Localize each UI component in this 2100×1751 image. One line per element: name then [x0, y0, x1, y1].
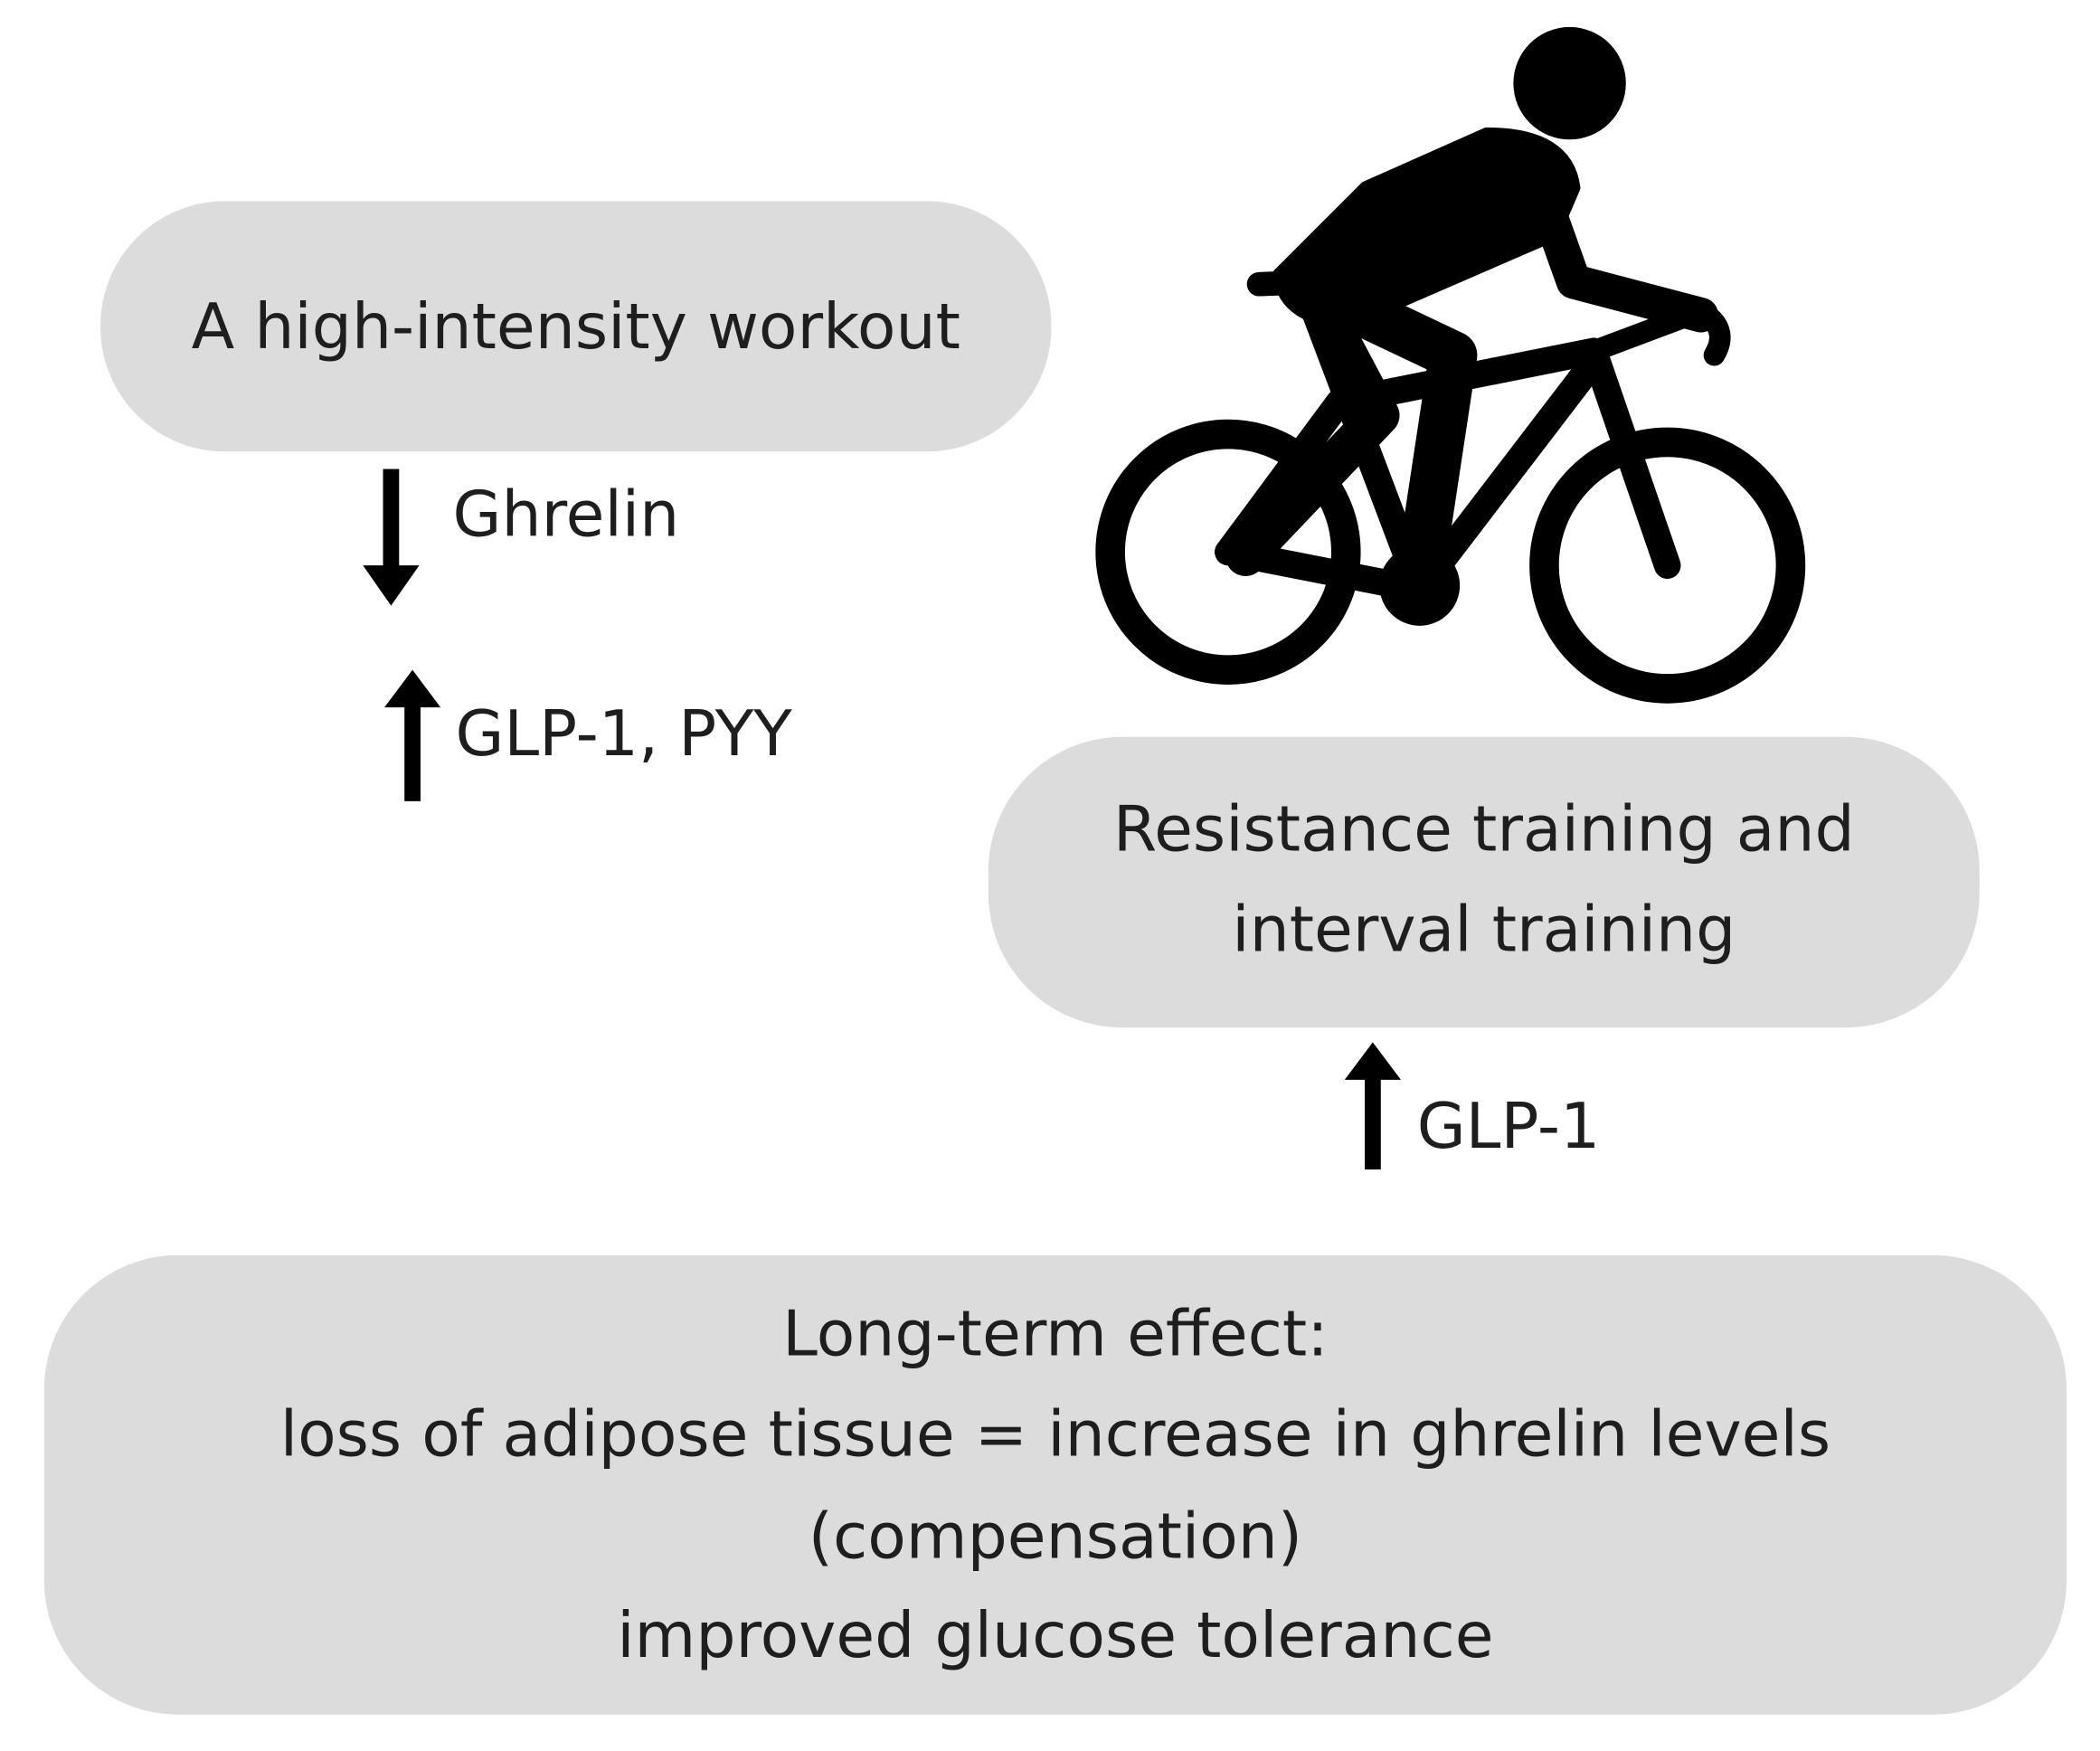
box-text: A high-intensity workout [192, 290, 960, 364]
box-text: Long-term effect: [782, 1298, 1329, 1371]
hormone-label: Ghrelin [453, 478, 680, 551]
up-arrow [384, 669, 441, 801]
hormone-label: GLP-1 [1417, 1090, 1601, 1163]
box-text: (compensation) [809, 1500, 1302, 1573]
workout-box [100, 201, 1052, 452]
effect-box [43, 1254, 2067, 1715]
box-text: interval training [1232, 893, 1736, 966]
training-box [988, 736, 1980, 1028]
up-arrow [1344, 1042, 1401, 1170]
hormone-label: GLP-1, PYY [455, 697, 792, 771]
box-text: improved glucose tolerance [617, 1599, 1493, 1672]
down-arrow [363, 469, 420, 606]
box-text: Resistance training and [1113, 792, 1855, 866]
box-text: loss of adipose tissue = increase in ghr… [280, 1398, 1830, 1472]
cyclist-icon [1095, 26, 1806, 704]
